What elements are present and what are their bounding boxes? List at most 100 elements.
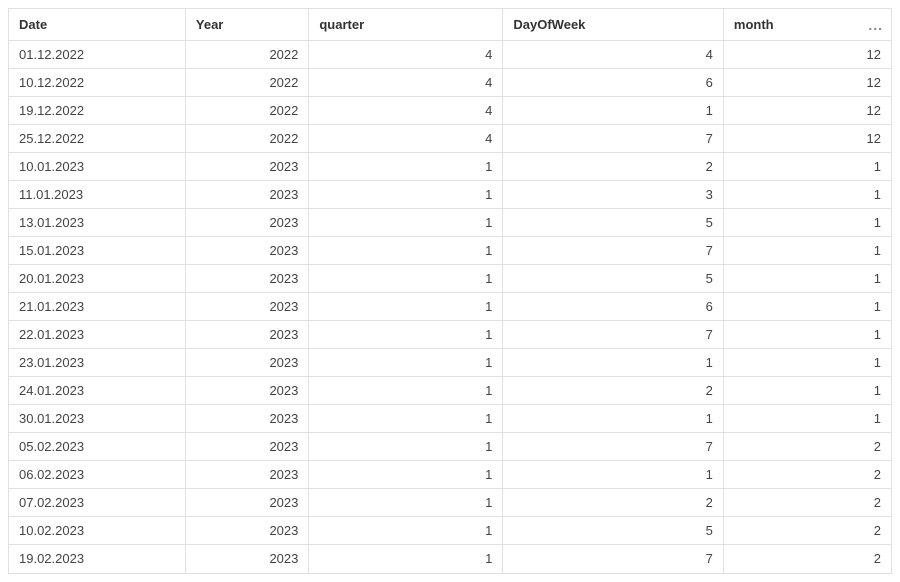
cell-dayofweek: 4 [503,41,724,69]
cell-quarter: 1 [309,209,503,237]
column-header-quarter[interactable]: quarter [309,9,503,41]
cell-dayofweek: 7 [503,237,724,265]
cell-month: 12 [723,97,891,125]
cell-month: 2 [723,433,891,461]
cell-year: 2023 [185,321,308,349]
cell-year: 2023 [185,489,308,517]
cell-date: 19.12.2022 [9,97,185,125]
cell-dayofweek: 7 [503,433,724,461]
cell-date: 21.01.2023 [9,293,185,321]
cell-month: 12 [723,125,891,153]
cell-date: 06.02.2023 [9,461,185,489]
cell-quarter: 1 [309,265,503,293]
cell-year: 2023 [185,181,308,209]
cell-dayofweek: 6 [503,69,724,97]
cell-dayofweek: 1 [503,349,724,377]
cell-year: 2022 [185,125,308,153]
cell-dayofweek: 3 [503,181,724,209]
cell-year: 2023 [185,405,308,433]
table-row: 07.02.2023 2023 1 2 2 [9,489,891,517]
column-header-year[interactable]: Year [185,9,308,41]
cell-dayofweek: 2 [503,489,724,517]
date-table-container: Date Year quarter DayOfWeek month ... [8,8,892,574]
column-header-label: Year [196,17,223,32]
cell-date: 05.02.2023 [9,433,185,461]
cell-month: 1 [723,293,891,321]
cell-quarter: 4 [309,69,503,97]
column-header-month[interactable]: month ... [723,9,891,41]
cell-date: 10.02.2023 [9,517,185,545]
cell-year: 2023 [185,265,308,293]
cell-month: 1 [723,405,891,433]
cell-date: 10.01.2023 [9,153,185,181]
cell-dayofweek: 5 [503,517,724,545]
table-row: 01.12.2022 2022 4 4 12 [9,41,891,69]
cell-dayofweek: 7 [503,545,724,573]
cell-dayofweek: 1 [503,97,724,125]
table-row: 10.02.2023 2023 1 5 2 [9,517,891,545]
table-row: 11.01.2023 2023 1 3 1 [9,181,891,209]
cell-quarter: 1 [309,517,503,545]
cell-month: 1 [723,237,891,265]
cell-dayofweek: 5 [503,265,724,293]
cell-dayofweek: 1 [503,461,724,489]
cell-year: 2023 [185,349,308,377]
cell-month: 2 [723,545,891,573]
cell-date: 25.12.2022 [9,125,185,153]
cell-quarter: 1 [309,321,503,349]
cell-quarter: 1 [309,545,503,573]
cell-year: 2023 [185,293,308,321]
cell-month: 1 [723,153,891,181]
table-row: 19.12.2022 2022 4 1 12 [9,97,891,125]
cell-quarter: 1 [309,405,503,433]
cell-quarter: 4 [309,97,503,125]
cell-date: 01.12.2022 [9,41,185,69]
column-header-dayofweek[interactable]: DayOfWeek [503,9,724,41]
cell-date: 24.01.2023 [9,377,185,405]
cell-date: 15.01.2023 [9,237,185,265]
table-row: 30.01.2023 2023 1 1 1 [9,405,891,433]
cell-quarter: 4 [309,41,503,69]
cell-quarter: 1 [309,349,503,377]
table-row: 06.02.2023 2023 1 1 2 [9,461,891,489]
cell-month: 1 [723,181,891,209]
table-row: 25.12.2022 2022 4 7 12 [9,125,891,153]
cell-date: 20.01.2023 [9,265,185,293]
table-row: 21.01.2023 2023 1 6 1 [9,293,891,321]
more-options-icon[interactable]: ... [868,17,883,33]
cell-quarter: 1 [309,377,503,405]
cell-month: 1 [723,321,891,349]
cell-quarter: 1 [309,293,503,321]
cell-date: 22.01.2023 [9,321,185,349]
cell-date: 10.12.2022 [9,69,185,97]
column-header-label: month [734,17,774,32]
cell-month: 1 [723,349,891,377]
cell-dayofweek: 2 [503,377,724,405]
cell-date: 07.02.2023 [9,489,185,517]
cell-quarter: 1 [309,461,503,489]
cell-month: 2 [723,461,891,489]
cell-year: 2022 [185,41,308,69]
cell-month: 12 [723,69,891,97]
cell-quarter: 1 [309,433,503,461]
cell-year: 2023 [185,433,308,461]
cell-month: 2 [723,517,891,545]
table-body: 01.12.2022 2022 4 4 12 10.12.2022 2022 4… [9,41,891,573]
table-row: 19.02.2023 2023 1 7 2 [9,545,891,573]
table-header-row: Date Year quarter DayOfWeek month ... [9,9,891,41]
cell-date: 11.01.2023 [9,181,185,209]
table-row: 13.01.2023 2023 1 5 1 [9,209,891,237]
table-row: 23.01.2023 2023 1 1 1 [9,349,891,377]
cell-dayofweek: 7 [503,125,724,153]
cell-year: 2022 [185,69,308,97]
cell-year: 2023 [185,545,308,573]
table-row: 10.12.2022 2022 4 6 12 [9,69,891,97]
cell-date: 23.01.2023 [9,349,185,377]
cell-date: 19.02.2023 [9,545,185,573]
cell-month: 12 [723,41,891,69]
cell-dayofweek: 1 [503,405,724,433]
cell-year: 2023 [185,517,308,545]
column-header-label: Date [19,17,47,32]
column-header-date[interactable]: Date [9,9,185,41]
cell-date: 13.01.2023 [9,209,185,237]
